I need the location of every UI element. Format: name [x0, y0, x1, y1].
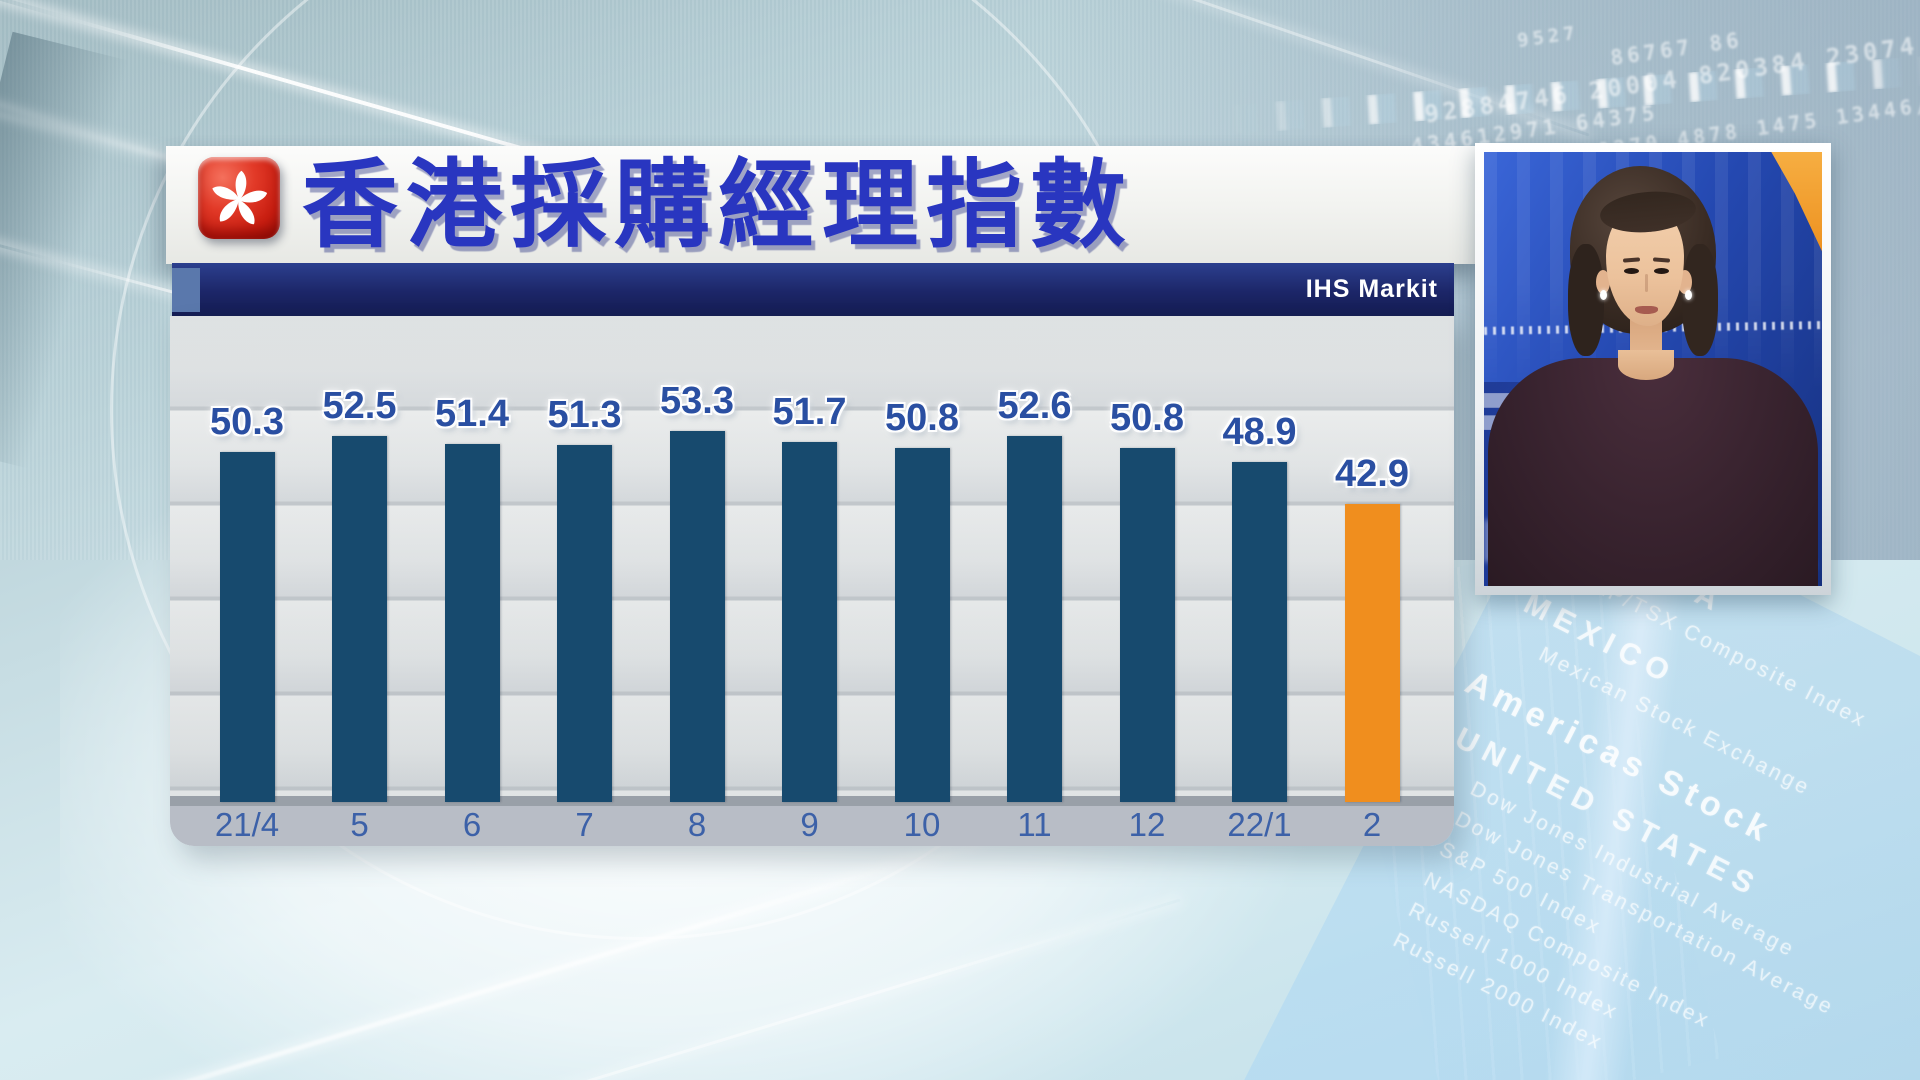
data-source-label: IHS Markit	[1305, 275, 1438, 303]
anchor-earring	[1600, 290, 1607, 300]
bar	[332, 436, 387, 802]
bar-highlight	[1344, 504, 1400, 802]
bar-value-label: 42.9	[1335, 453, 1409, 495]
bar-value-label: 52.6	[997, 385, 1072, 427]
accent-square	[172, 268, 200, 312]
bar	[557, 445, 612, 802]
bar	[894, 448, 950, 802]
bar	[669, 431, 725, 802]
page-title: 香港採購經理指數	[302, 152, 1134, 259]
bar-value-label: 51.3	[547, 394, 622, 436]
news-anchor-window: 〓	[1475, 143, 1831, 595]
x-axis-label: 8	[687, 806, 707, 843]
anchor-ear	[1596, 270, 1610, 294]
bar-value-label: 51.7	[772, 391, 847, 433]
x-axis-label: 5	[350, 806, 369, 843]
anchor-eye	[1624, 268, 1639, 274]
anchor-chest	[1618, 350, 1674, 380]
x-axis-label: 22/1	[1227, 806, 1292, 843]
x-axis-band	[170, 806, 1454, 846]
bar-value-label: 51.4	[435, 393, 509, 435]
x-axis-label: 2	[1362, 806, 1382, 843]
hong-kong-flag-icon	[198, 157, 280, 239]
title-bar: 香港採購經理指數	[166, 146, 1478, 264]
x-axis-label: 7	[575, 806, 594, 843]
x-axis-label: 6	[462, 806, 482, 843]
x-axis-label: 12	[1128, 806, 1166, 843]
anchor-nose	[1645, 274, 1648, 292]
bar-value-label: 48.9	[1222, 411, 1297, 453]
bar-value-label: 52.5	[322, 385, 397, 427]
bar-value-label: 53.3	[660, 380, 734, 422]
bar	[219, 452, 275, 802]
anchor-earring	[1685, 290, 1692, 300]
bauhinia-flower-icon	[212, 170, 268, 225]
bar-value-label: 50.8	[1110, 397, 1184, 439]
anchor-video-feed: 〓	[1484, 152, 1822, 586]
bar	[444, 444, 500, 802]
bar	[782, 442, 837, 802]
bars-layer: 50.3 21/4 52.5 5 51.4 6 51.3 7 53.3 8 51.7 9 50.8 10 5…	[170, 316, 1454, 846]
bar	[1119, 448, 1175, 802]
x-axis-label: 9	[800, 806, 819, 843]
x-axis-label: 10	[903, 806, 941, 843]
bar-chart-panel: 50.3 21/4 52.5 5 51.4 6 51.3 7 53.3 8 51.7 9 50.8 10 5…	[170, 316, 1454, 846]
x-axis-label: 21/4	[214, 806, 280, 843]
bar-value-label: 50.8	[885, 397, 959, 439]
anchor-hair-lock	[1682, 244, 1718, 356]
anchor-mouth	[1635, 306, 1658, 314]
anchor-eye	[1654, 268, 1669, 274]
source-band: IHS Markit	[172, 263, 1454, 316]
anchor-sweater	[1488, 358, 1818, 586]
bar-value-label: 50.3	[210, 401, 284, 443]
bar	[1007, 436, 1062, 802]
bar	[1232, 462, 1287, 802]
anchor-hair-lock	[1568, 244, 1604, 356]
x-axis-label: 11	[1017, 806, 1052, 843]
